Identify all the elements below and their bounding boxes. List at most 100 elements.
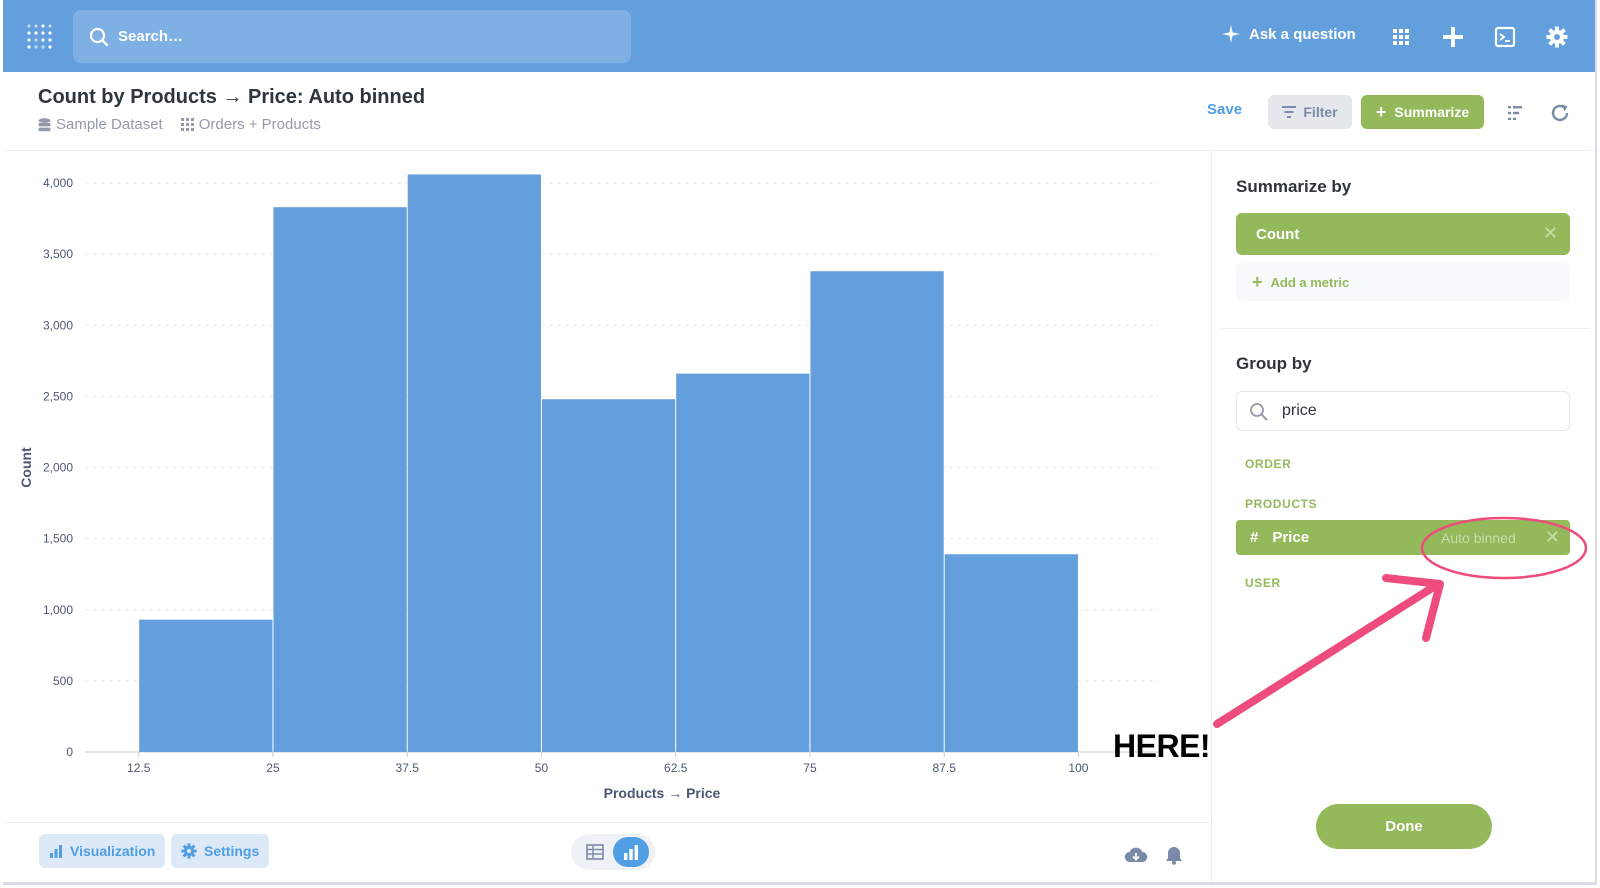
breadcrumb-database[interactable]: Sample Dataset (38, 116, 163, 133)
histogram-bar (944, 554, 1078, 752)
plus-icon: + (1252, 271, 1263, 292)
refresh-icon[interactable] (1549, 102, 1571, 124)
histogram-bar (810, 271, 944, 752)
search-input[interactable]: Search… (73, 10, 631, 63)
search-icon (89, 27, 109, 46)
search-icon (1250, 402, 1268, 420)
breadcrumb: Sample Dataset Orders + Products (38, 116, 339, 133)
section-order[interactable]: ORDER (1245, 457, 1292, 471)
x-tick-label: 37.5 (396, 761, 420, 775)
footer-divider (3, 822, 1211, 823)
sidebar-divider (1220, 328, 1590, 329)
x-axis-label: Products → Price (604, 785, 721, 801)
filter-icon (1282, 106, 1297, 118)
section-user[interactable]: USER (1245, 576, 1281, 590)
group-by-heading: Group by (1236, 354, 1312, 373)
histogram-bar (407, 174, 541, 753)
settings-chart-label: Settings (204, 843, 260, 859)
histogram-bar (139, 619, 273, 752)
x-tick-label: 62.5 (664, 761, 688, 775)
y-tick-label: 500 (53, 674, 73, 688)
dimension-price-label: Price (1272, 529, 1310, 546)
y-tick-label: 2,500 (43, 389, 73, 403)
chart-view-toggle[interactable] (613, 837, 649, 867)
bar-chart-icon (624, 845, 638, 860)
remove-metric-icon[interactable]: ✕ (1542, 223, 1558, 243)
settings-button[interactable] (1544, 24, 1570, 50)
summarize-sidebar: Summarize by Count ✕ + Add a metric Grou… (1211, 151, 1595, 882)
app-window: Search… Ask a question Count by Products… (3, 0, 1597, 885)
table-grid-icon (180, 118, 194, 131)
metric-count-pill[interactable]: Count ✕ (1236, 213, 1570, 255)
filter-label: Filter (1303, 104, 1338, 120)
grid-icon (1393, 29, 1409, 45)
plus-icon: + (1375, 101, 1387, 122)
top-nav: Search… Ask a question (3, 0, 1595, 72)
histogram-bar (273, 207, 407, 752)
y-tick-label: 1,500 (43, 532, 73, 546)
histogram-chart: 0 500 1,000 1,500 2,000 2,500 3,000 3,500 4,000 1… (3, 151, 1211, 821)
search-placeholder: Search… (118, 28, 184, 45)
dimension-price-pill[interactable]: # Price Auto binned ✕ (1236, 520, 1570, 555)
header-divider (3, 150, 1595, 151)
notebook-editor-icon[interactable] (1505, 102, 1527, 124)
chart-canvas: 0 500 1,000 1,500 2,000 2,500 3,000 3,500 4,000 1… (18, 174, 1159, 801)
bell-icon[interactable] (1165, 846, 1183, 865)
binning-option[interactable]: Auto binned (1441, 529, 1516, 546)
gear-icon (1546, 26, 1568, 48)
x-tick-label: 87.5 (933, 761, 957, 775)
y-tick-label: 4,000 (43, 176, 73, 190)
y-tick-label: 3,000 (43, 318, 73, 332)
summarize-by-heading: Summarize by (1236, 177, 1352, 196)
visualization-label: Visualization (70, 843, 156, 859)
section-products[interactable]: PRODUCTS (1245, 497, 1318, 511)
y-tick-label: 0 (66, 745, 73, 759)
breadcrumb-table-label: Orders + Products (198, 116, 321, 133)
visualization-button[interactable]: Visualization (39, 834, 166, 868)
filter-button[interactable]: Filter (1268, 95, 1352, 129)
summarize-label: Summarize (1394, 104, 1470, 120)
ask-question-button[interactable]: Ask a question (1221, 24, 1356, 44)
summarize-button[interactable]: + Summarize (1361, 95, 1484, 129)
view-toggle (571, 834, 655, 870)
metabase-logo-icon[interactable] (25, 22, 55, 52)
ask-question-label: Ask a question (1249, 25, 1356, 43)
x-tick-label: 50 (535, 761, 549, 775)
new-button[interactable] (1440, 24, 1466, 50)
table-view-toggle[interactable] (577, 837, 613, 867)
group-by-search-input[interactable]: price (1236, 391, 1570, 431)
add-metric-button[interactable]: + Add a metric (1236, 263, 1570, 301)
breadcrumb-table[interactable]: Orders + Products (180, 116, 321, 133)
sql-editor-button[interactable] (1492, 24, 1518, 50)
settings-chart-button[interactable]: Settings (171, 834, 270, 868)
table-icon (586, 844, 604, 860)
question-title[interactable]: Count by Products → Price: Auto binned (38, 86, 426, 108)
browse-data-button[interactable] (1388, 24, 1414, 50)
y-tick-label: 3,500 (43, 247, 73, 261)
database-icon (38, 117, 51, 131)
x-tick-label: 75 (803, 761, 817, 775)
x-tick-label: 100 (1068, 761, 1088, 775)
plus-icon (1443, 27, 1463, 47)
done-button[interactable]: Done (1316, 804, 1492, 849)
terminal-icon (1494, 26, 1516, 48)
save-button[interactable]: Save (1207, 101, 1243, 118)
histogram-bar (541, 399, 676, 752)
metric-count-label: Count (1256, 225, 1300, 243)
annotation-here-label: HERE! (1113, 728, 1211, 764)
download-icon[interactable] (1124, 846, 1148, 864)
bar-chart-icon (50, 845, 62, 858)
group-by-search-value: price (1282, 402, 1317, 419)
histogram-bar (676, 373, 810, 752)
breadcrumb-database-label: Sample Dataset (56, 116, 163, 133)
gear-icon (181, 843, 197, 859)
sparkle-icon (1222, 25, 1240, 43)
number-field-icon: # (1250, 529, 1259, 546)
y-axis-label: Count (18, 447, 34, 488)
remove-dimension-icon[interactable]: ✕ (1544, 527, 1560, 547)
x-tick-label: 25 (266, 761, 280, 775)
add-metric-label: Add a metric (1270, 274, 1350, 290)
y-tick-label: 1,000 (43, 603, 73, 617)
x-tick-label: 12.5 (127, 761, 151, 775)
y-tick-label: 2,000 (43, 461, 73, 475)
